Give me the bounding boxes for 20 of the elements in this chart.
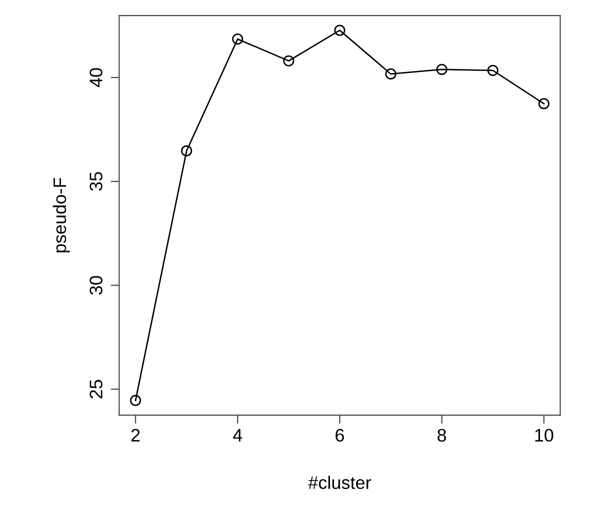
y-axis-title: pseudo-F [52, 178, 70, 252]
point [283, 55, 294, 66]
x-tick-label: 10 [535, 428, 554, 442]
point [538, 98, 550, 110]
point [487, 64, 498, 76]
point [334, 24, 346, 36]
point [232, 33, 244, 45]
point [130, 394, 142, 406]
point [436, 64, 448, 75]
x-tick-label: 8 [438, 428, 446, 442]
x-tick-label: 4 [233, 429, 242, 442]
y-tick-label: 25 [90, 380, 102, 398]
point [181, 145, 192, 156]
y-tick-label: 30 [90, 276, 102, 295]
x-tick-label: 6 [336, 428, 344, 442]
y-tick-label: 40 [90, 68, 102, 88]
x-tick-label: 2 [131, 428, 140, 442]
point [385, 68, 396, 80]
x-axis-title: #cluster [308, 476, 372, 490]
y-tick-label: 35 [90, 172, 102, 191]
